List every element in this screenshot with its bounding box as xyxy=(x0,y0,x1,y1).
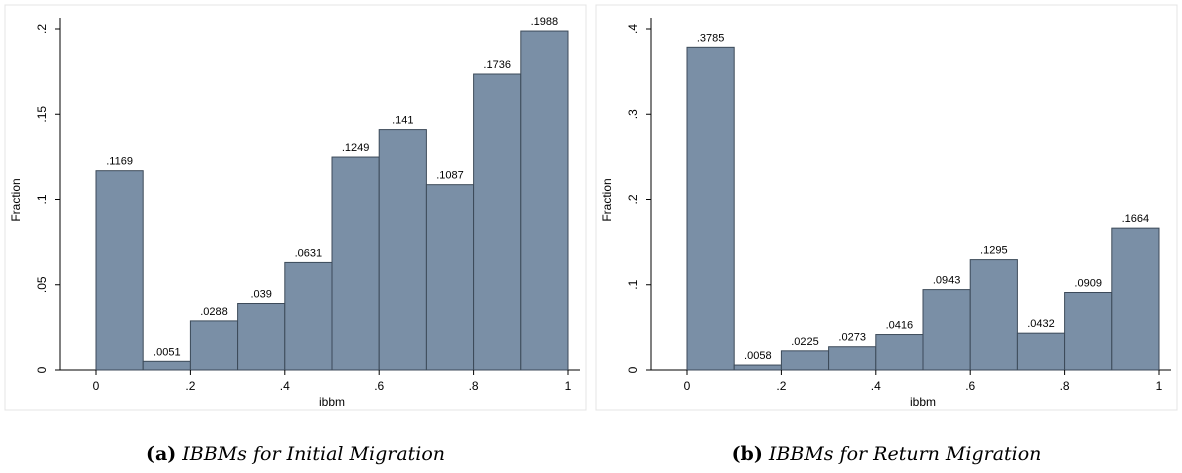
y-tick-label: .4 xyxy=(626,24,640,34)
y-tick-label: 0 xyxy=(35,366,49,373)
chart-panel-a: .1169 .0051 .0288 .039 .0631 .1249 .141 .1087 .1… xyxy=(0,4,591,465)
bar-value-label: .0416 xyxy=(886,320,914,332)
caption-text-a: IBBMs for Initial Migration xyxy=(182,443,446,465)
x-tick-label: .6 xyxy=(374,379,384,393)
caption-tag-b: (b) xyxy=(731,443,763,465)
histogram-bar xyxy=(733,364,782,371)
histogram-bar xyxy=(237,303,286,371)
x-tick-label: .4 xyxy=(871,379,881,393)
histogram-bar xyxy=(922,289,971,371)
y-tick-label: .2 xyxy=(626,194,640,204)
x-tick-label: .2 xyxy=(776,379,786,393)
y-axis-title: Fraction xyxy=(9,178,23,221)
caption-text-b: IBBMs for Return Migration xyxy=(768,443,1042,465)
bar-value-label: .1087 xyxy=(436,170,464,182)
histogram-bar xyxy=(1111,227,1160,371)
x-tick-label: 1 xyxy=(1156,379,1163,393)
histogram-bar xyxy=(142,360,191,371)
x-tick-label: 0 xyxy=(93,379,100,393)
histogram-bar xyxy=(875,334,924,371)
histogram-initial-migration: .1169 .0051 .0288 .039 .0631 .1249 .141 .1087 .1… xyxy=(4,4,587,411)
bar-value-label: .1736 xyxy=(483,59,511,71)
bar-value-label: .1295 xyxy=(980,245,1008,257)
chart-panel-b: .3785 .0058 .0225 .0273 .0416 .0943 .1295 .0432… xyxy=(591,0,1182,473)
bar-value-label: .141 xyxy=(392,115,413,127)
bar-value-label: .0631 xyxy=(295,247,323,259)
histogram-return-migration: .3785 .0058 .0225 .0273 .0416 .0943 .1295 .0432… xyxy=(595,4,1178,411)
x-tick-label: .2 xyxy=(185,379,195,393)
bar-value-label: .0909 xyxy=(1074,278,1102,290)
y-tick-label: 0 xyxy=(626,366,640,373)
bar-value-label: .039 xyxy=(250,289,271,301)
caption-a: (a) IBBMs for Initial Migration xyxy=(0,443,591,465)
histogram-bar xyxy=(473,73,522,371)
histogram-bar xyxy=(686,46,735,371)
x-tick-label: .8 xyxy=(1060,379,1070,393)
bar-value-label: .0051 xyxy=(153,346,181,358)
x-axis-title: ibbm xyxy=(910,395,936,409)
bar-value-label: .1664 xyxy=(1122,213,1150,225)
x-tick-label: .6 xyxy=(965,379,975,393)
bar-value-label: .1249 xyxy=(342,142,370,154)
bar-value-label: .0058 xyxy=(744,350,772,362)
histogram-bar xyxy=(969,259,1018,371)
bar-value-label: .0273 xyxy=(838,332,866,344)
caption-b: (b) IBBMs for Return Migration xyxy=(591,443,1182,465)
bar-value-label: .3785 xyxy=(697,32,725,44)
bar-value-label: .0288 xyxy=(200,306,228,318)
histogram-bar xyxy=(95,170,144,371)
histogram-bar xyxy=(425,184,475,371)
x-tick-label: .8 xyxy=(469,379,479,393)
y-tick-label: .15 xyxy=(35,106,49,123)
x-tick-label: 0 xyxy=(684,379,691,393)
y-tick-label: .05 xyxy=(35,276,49,293)
bar-value-label: .1988 xyxy=(531,16,559,28)
x-axis-title: ibbm xyxy=(319,395,345,409)
caption-tag-a: (a) xyxy=(145,443,177,465)
histogram-bar xyxy=(828,346,877,371)
histogram-bar xyxy=(780,350,830,371)
x-tick-label: .4 xyxy=(280,379,290,393)
bar-value-label: .0225 xyxy=(791,336,819,348)
histogram-bar xyxy=(378,129,427,371)
y-axis-title: Fraction xyxy=(600,178,614,221)
y-tick-label: .1 xyxy=(35,194,49,204)
histogram-bar xyxy=(1064,292,1113,371)
bar-value-label: .0432 xyxy=(1027,318,1055,330)
x-tick-label: 1 xyxy=(565,379,572,393)
y-tick-label: .1 xyxy=(626,279,640,289)
histogram-bar xyxy=(520,30,569,371)
bar-value-label: .0943 xyxy=(933,275,961,287)
histogram-bar xyxy=(284,261,333,371)
bar-value-label: .1169 xyxy=(106,156,133,168)
histogram-bar xyxy=(331,156,380,371)
histogram-bar xyxy=(1016,332,1066,371)
histogram-bar xyxy=(189,320,239,371)
y-tick-label: .3 xyxy=(626,109,640,119)
y-tick-label: .2 xyxy=(35,24,49,34)
